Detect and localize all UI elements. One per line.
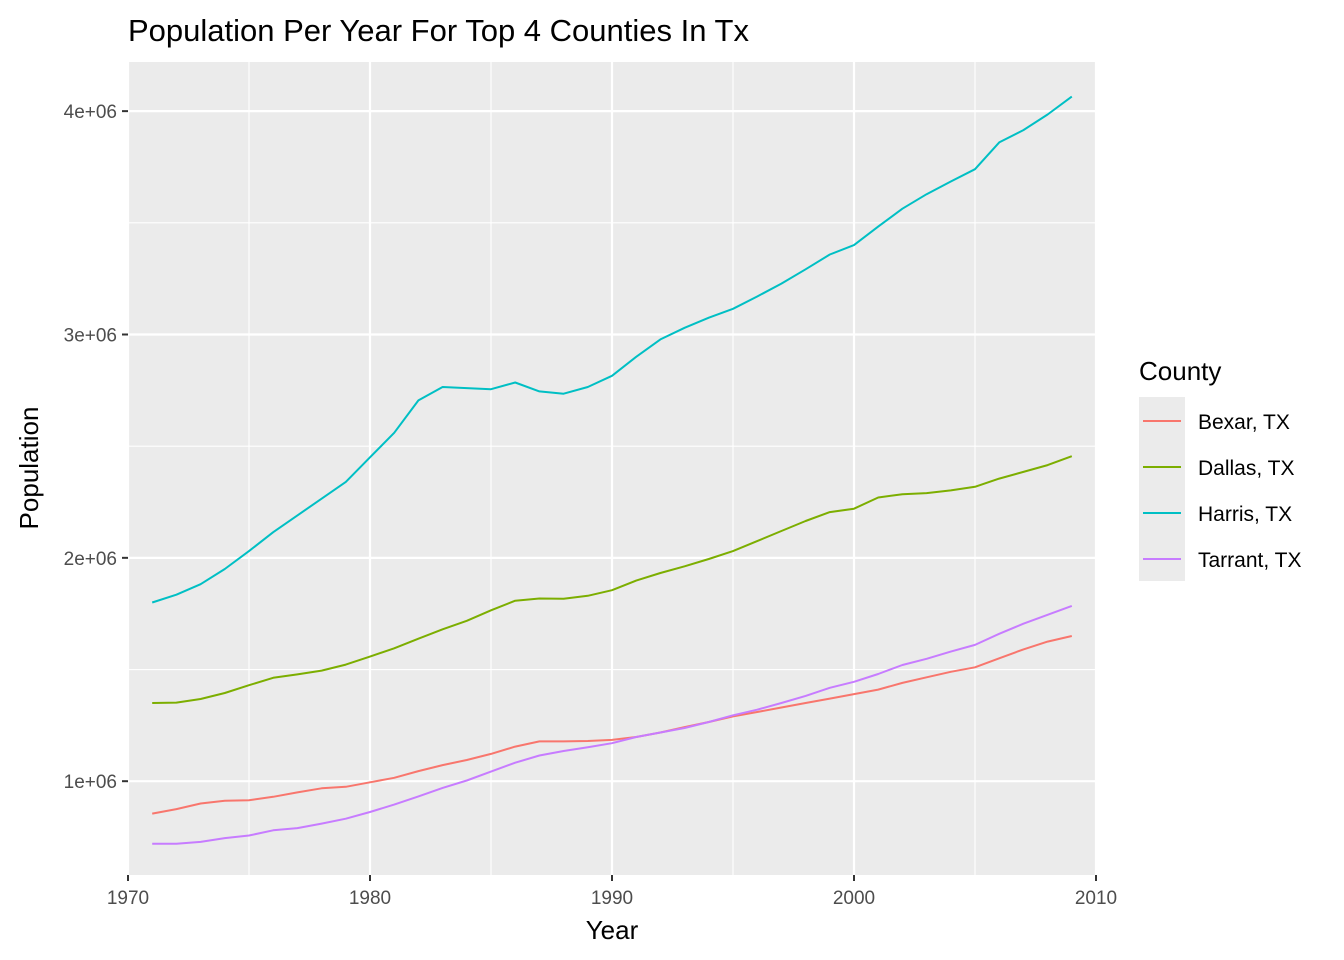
series-lines [151, 95, 1073, 845]
legend-label: Dallas, TX [1198, 457, 1294, 480]
legend-key-background [1139, 397, 1185, 581]
x-tick-label: 2010 [1075, 888, 1117, 909]
legend-label: Bexar, TX [1198, 411, 1290, 434]
series-line-bexar [152, 635, 1073, 815]
legend-label: Harris, TX [1198, 503, 1292, 526]
x-tick-label: 2000 [833, 888, 875, 909]
x-tick-label: 1990 [591, 888, 633, 909]
y-tick-label: 2e+06 [64, 549, 117, 570]
series-line-dallas [152, 455, 1073, 704]
legend-title: County [1139, 356, 1221, 386]
x-axis-title: Year [586, 915, 639, 945]
x-tick-label: 1980 [349, 888, 391, 909]
y-tick-label: 1e+06 [64, 772, 117, 793]
legend-label: Tarrant, TX [1198, 549, 1301, 572]
y-axis-title: Population [14, 407, 44, 530]
y-tick-label: 4e+06 [64, 102, 117, 123]
y-tick-label: 3e+06 [64, 325, 117, 346]
legend-items: Bexar, TX Dallas, TX Harris, TX Tarrant, TX [1143, 411, 1301, 572]
series-line-tarrant [152, 604, 1073, 845]
chart-title: Population Per Year For Top 4 Counties I… [128, 13, 749, 48]
axes: 1970 1980 1990 2000 2010 1e+06 2e+06 3e+06 4e+06 [64, 102, 1118, 909]
legend: County Bexar, TX Dallas, TX Harris, TX Tarr… [1139, 356, 1301, 581]
x-tick-label: 1970 [107, 888, 149, 909]
series-line-harris [151, 95, 1073, 604]
